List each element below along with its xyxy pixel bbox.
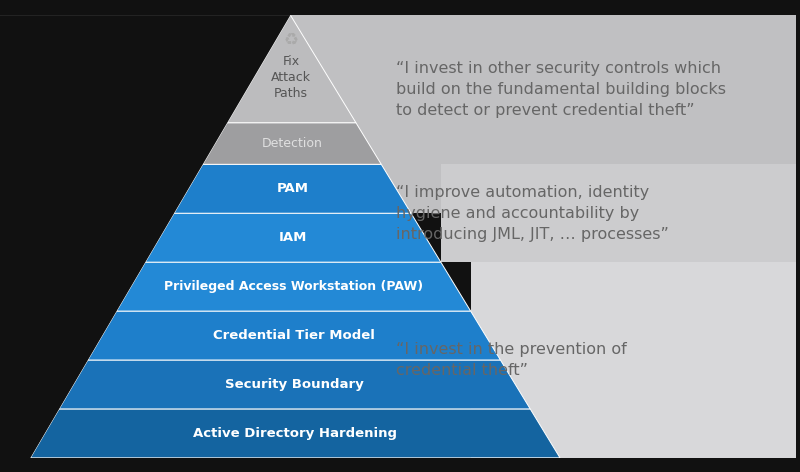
Text: ♻: ♻ — [283, 30, 298, 48]
Bar — [796, 0, 800, 472]
Polygon shape — [30, 409, 560, 458]
Bar — [0, 458, 800, 472]
Text: PAM: PAM — [276, 182, 308, 195]
Polygon shape — [88, 311, 501, 360]
Text: “I invest in the prevention of
credential theft”: “I invest in the prevention of credentia… — [396, 342, 626, 378]
Text: Privileged Access Workstation (PAW): Privileged Access Workstation (PAW) — [164, 280, 423, 293]
Polygon shape — [117, 262, 470, 311]
Bar — [441, 164, 796, 262]
Text: “I improve automation, identity
hygiene and accountability by
introducing JML, J: “I improve automation, identity hygiene … — [396, 185, 669, 242]
Text: Security Boundary: Security Boundary — [225, 378, 364, 391]
Bar — [470, 262, 796, 458]
Polygon shape — [146, 213, 441, 262]
Text: Credential Tier Model: Credential Tier Model — [213, 329, 375, 342]
Text: Active Directory Hardening: Active Directory Hardening — [193, 427, 397, 440]
Bar — [382, 15, 796, 164]
Bar — [0, 0, 800, 15]
Polygon shape — [227, 15, 356, 123]
Text: Fix
Attack
Paths: Fix Attack Paths — [271, 55, 311, 100]
Text: Detection: Detection — [262, 137, 322, 150]
Polygon shape — [0, 15, 290, 472]
Text: “I invest in other security controls which
build on the fundamental building blo: “I invest in other security controls whi… — [396, 61, 726, 118]
Polygon shape — [202, 123, 382, 164]
Polygon shape — [59, 360, 530, 409]
Text: IAM: IAM — [278, 231, 307, 244]
Polygon shape — [174, 164, 411, 213]
Bar — [0, 15, 796, 213]
